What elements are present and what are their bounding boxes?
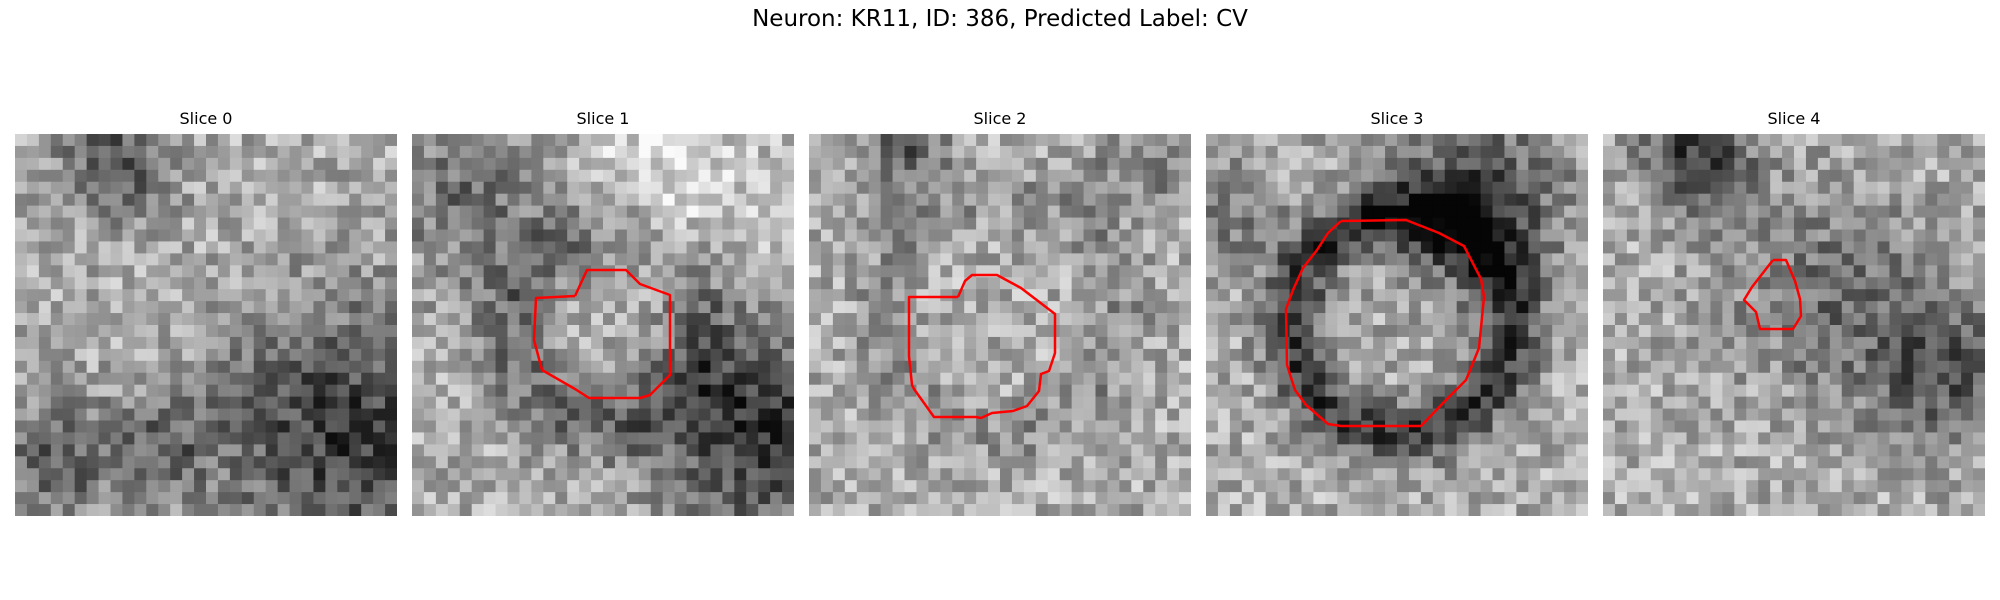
slice-2-title: Slice 2 <box>973 109 1027 128</box>
segmentation-contour <box>1284 218 1486 428</box>
segmentation-contour <box>907 273 1057 420</box>
figure-title: Neuron: KR11, ID: 386, Predicted Label: … <box>752 6 1248 32</box>
slice-0-image <box>15 134 397 516</box>
slice-1-image <box>412 134 794 516</box>
slice-0-title: Slice 0 <box>179 109 233 128</box>
slice-2-image <box>809 134 1191 516</box>
slice-3-title: Slice 3 <box>1370 109 1424 128</box>
slice-4-title: Slice 4 <box>1767 109 1821 128</box>
segmentation-contour <box>532 268 672 400</box>
segmentation-contour <box>1742 258 1803 331</box>
slice-4-image <box>1603 134 1985 516</box>
slice-3-image <box>1206 134 1588 516</box>
slice-1-title: Slice 1 <box>576 109 630 128</box>
